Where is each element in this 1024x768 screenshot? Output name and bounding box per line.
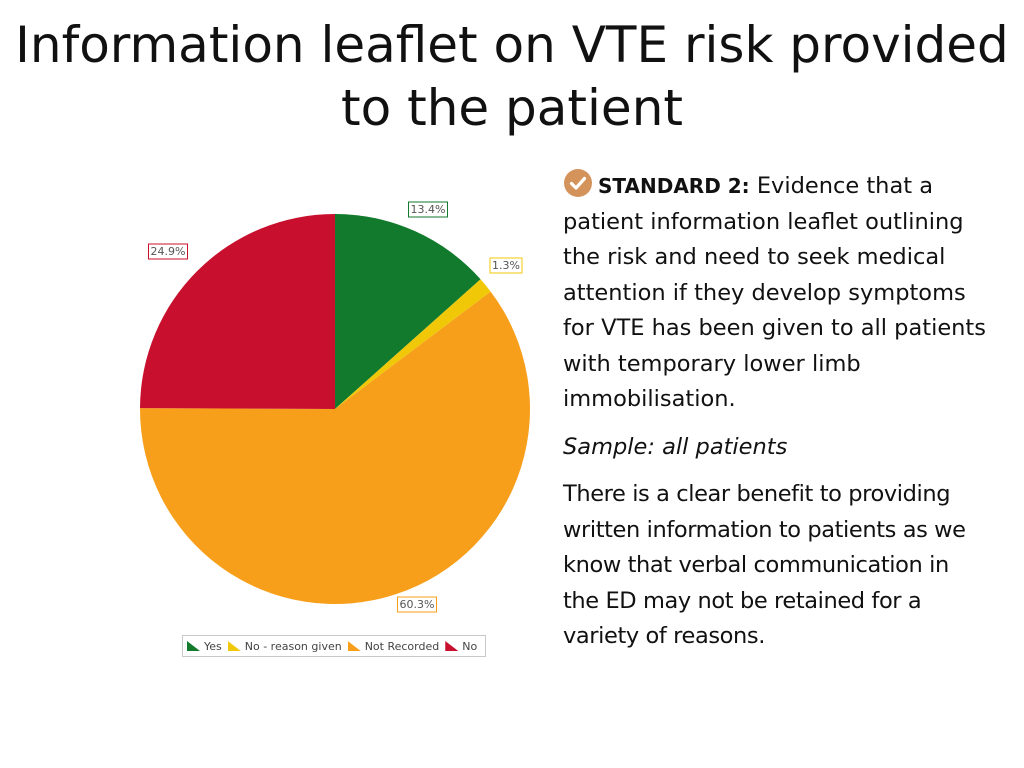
legend-swatch bbox=[187, 641, 200, 651]
pie-label-no: 24.9% bbox=[148, 243, 188, 260]
standard-description: Evidence that a patient information leaf… bbox=[563, 173, 986, 412]
slide-title-text: Information leaflet on VTE risk provided… bbox=[15, 16, 1009, 137]
pie-label-not-recorded: 60.3% bbox=[397, 596, 437, 613]
pie-slice-not-recorded bbox=[139, 291, 530, 604]
legend-label: No bbox=[462, 639, 478, 653]
pie-chart: 13.4% 1.3% 60.3% 24.9% Yes No - reason given… bbox=[130, 195, 540, 665]
slide-title: Information leaflet on VTE risk provided… bbox=[0, 14, 1024, 140]
svg-text:24.9%: 24.9% bbox=[151, 245, 186, 258]
check-circle-icon bbox=[563, 168, 593, 198]
chart-legend: Yes No - reason given Not Recorded No bbox=[182, 635, 486, 657]
pie-label-no-reason-given: 1.3% bbox=[489, 257, 523, 274]
pie-slice-no-reason-given bbox=[335, 279, 491, 409]
svg-text:13.4%: 13.4% bbox=[411, 203, 446, 216]
standard-paragraph: STANDARD 2: Evidence that a patient info… bbox=[563, 168, 988, 418]
legend-item-no: No bbox=[445, 640, 477, 653]
pie-slice-no bbox=[140, 214, 335, 409]
legend-label: Yes bbox=[204, 639, 222, 653]
pie-slice-yes bbox=[335, 214, 481, 409]
sample-text: Sample: all patients bbox=[563, 433, 788, 460]
legend-item-not-recorded: Not Recorded bbox=[347, 639, 440, 653]
legend-label: Not Recorded bbox=[364, 639, 440, 653]
standard-label: STANDARD 2: bbox=[598, 174, 750, 198]
pie-label-yes: 13.4% bbox=[408, 201, 448, 218]
legend-swatch bbox=[227, 641, 241, 651]
svg-text:60.3%: 60.3% bbox=[400, 598, 435, 611]
legend-item-yes: Yes bbox=[187, 640, 222, 653]
pie-chart-svg: 13.4% 1.3% 60.3% 24.9% bbox=[139, 201, 530, 613]
svg-text:1.3%: 1.3% bbox=[492, 259, 520, 272]
legend-swatch bbox=[347, 641, 361, 651]
legend-label: No - reason given bbox=[244, 639, 342, 653]
legend-item-no-reason-given: No - reason given bbox=[227, 639, 342, 653]
benefit-text: There is a clear benefit to providing wr… bbox=[563, 481, 966, 649]
standard-text-block: STANDARD 2: Evidence that a patient info… bbox=[563, 168, 988, 655]
legend-swatch bbox=[445, 641, 459, 651]
